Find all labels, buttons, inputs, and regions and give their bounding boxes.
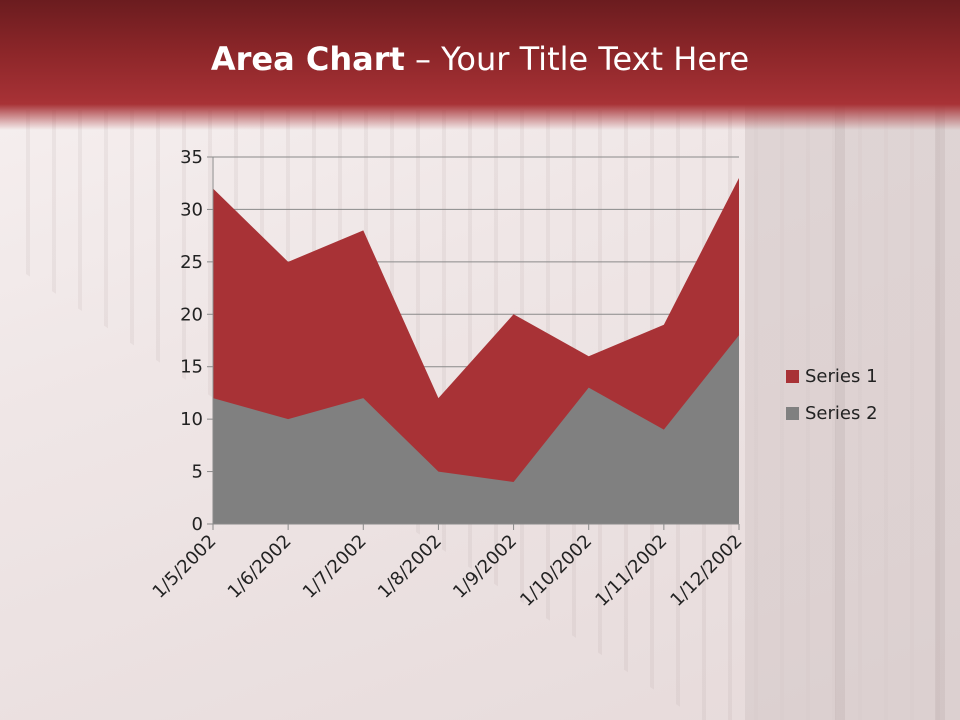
y-tick-label: 30 xyxy=(180,199,203,220)
x-tick-label: 1/8/2002 xyxy=(374,531,446,603)
x-tick-label: 1/7/2002 xyxy=(299,531,371,603)
slide-title: Area Chart – Your Title Text Here xyxy=(0,40,960,78)
y-tick-label: 25 xyxy=(180,252,203,273)
legend-item-series-1: Series 1 xyxy=(786,358,878,395)
y-tick-label: 20 xyxy=(180,304,203,325)
x-tick-label: 1/12/2002 xyxy=(666,531,746,611)
title-bar xyxy=(0,0,960,130)
legend: Series 1 Series 2 xyxy=(786,358,878,432)
area-series-2 xyxy=(213,335,739,524)
y-tick-label: 10 xyxy=(180,409,203,430)
legend-label: Series 1 xyxy=(805,366,878,387)
background-binders-right xyxy=(745,100,960,720)
y-tick-label: 5 xyxy=(192,462,203,483)
x-tick-label: 1/5/2002 xyxy=(149,531,221,603)
legend-label: Series 2 xyxy=(805,403,878,424)
x-tick-label: 1/9/2002 xyxy=(449,531,521,603)
title-bold: Area Chart xyxy=(210,40,405,78)
y-tick-label: 35 xyxy=(180,147,203,168)
x-tick-label: 1/10/2002 xyxy=(516,531,596,611)
x-tick-label: 1/6/2002 xyxy=(224,531,296,603)
y-tick-label: 0 xyxy=(192,514,203,535)
legend-item-series-2: Series 2 xyxy=(786,395,878,432)
x-tick-label: 1/11/2002 xyxy=(591,531,671,611)
legend-swatch xyxy=(786,370,799,383)
legend-swatch xyxy=(786,407,799,420)
title-rest: – Your Title Text Here xyxy=(404,40,750,78)
y-tick-label: 15 xyxy=(180,357,203,378)
